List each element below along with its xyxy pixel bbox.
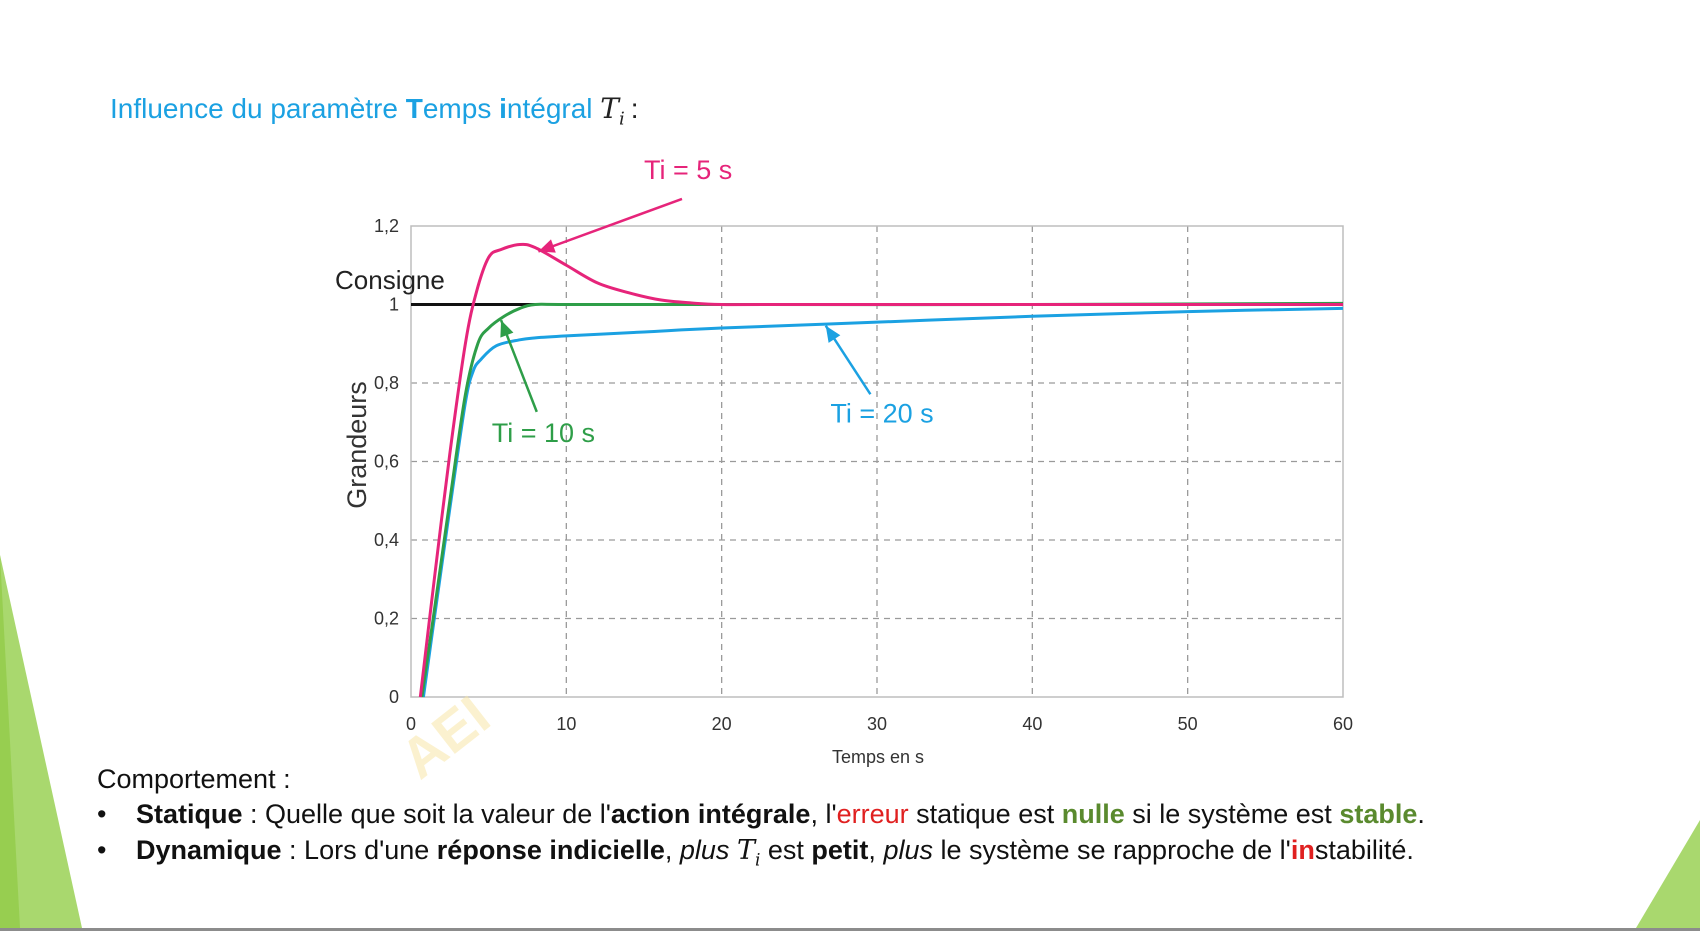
heading-colon: : <box>630 93 639 124</box>
y-tick-label: 1 <box>389 295 399 315</box>
behaviour-title: Comportement : <box>97 764 291 794</box>
left-accent-triangle <box>0 555 82 928</box>
dynamic-math-ti: Ti <box>736 835 760 870</box>
static-text-4: si le système est <box>1124 799 1340 829</box>
dynamic-bullet: • Dynamique : Lors d'une réponse indiciel… <box>97 835 1425 871</box>
consigne-label: Consigne <box>335 265 445 295</box>
series-line-ti-20 <box>421 306 1344 698</box>
dynamic-text-7: stabilité. <box>1314 835 1414 865</box>
bullet-dot: • <box>97 835 107 865</box>
series-line-ti-10 <box>420 301 1344 698</box>
dynamic-label: Dynamique <box>136 835 282 865</box>
dynamic-math-sub: i <box>754 850 761 871</box>
annotation-ti-5-arrow <box>537 197 683 253</box>
y-tick-label: 0,2 <box>374 609 399 629</box>
dynamic-text-2: , <box>664 835 680 865</box>
dynamic-red-1: in <box>1290 835 1315 865</box>
chart-grid <box>411 226 1343 697</box>
annotation-ti-5-label: Ti = 5 s <box>644 155 732 185</box>
heading-text-2: emps <box>422 93 500 124</box>
static-text-5: . <box>1417 799 1425 829</box>
chart-ticks: 0 10 20 30 40 50 60 0 0,2 0,4 0,6 0,8 1 1,2 <box>374 216 1353 734</box>
static-text-2: , l' <box>810 799 837 829</box>
dynamic-italic-2: plus <box>883 835 933 865</box>
y-tick-label: 1,2 <box>374 216 399 236</box>
dynamic-text-3 <box>729 835 737 865</box>
x-tick-label: 40 <box>1022 714 1042 734</box>
slide-bottom-border <box>0 928 1700 931</box>
annotation-ti-20-arrowhead <box>825 325 841 343</box>
dynamic-text-1: : Lors d'une <box>281 835 437 865</box>
chart-annotations: Ti = 5 s Ti = 10 s Ti = 20 s <box>492 155 934 448</box>
annotation-ti-20-label: Ti = 20 s <box>830 398 933 428</box>
static-text-1: : Quelle que soit la valeur de l' <box>242 799 611 829</box>
heading-text-3: ntégral <box>506 93 601 124</box>
y-tick-label: 0,8 <box>374 373 399 393</box>
static-text-3: statique est <box>908 799 1062 829</box>
y-tick-label: 0,6 <box>374 452 399 472</box>
bullet-dot: • <box>97 799 107 829</box>
dynamic-text-4: est <box>760 835 812 865</box>
static-bold-1: action intégrale <box>610 799 811 829</box>
annotation-ti-10-label: Ti = 10 s <box>492 418 595 448</box>
dynamic-text-6: le système se rapproche de l' <box>932 835 1291 865</box>
plot-frame <box>410 225 1344 698</box>
static-red-1: erreur <box>836 799 909 829</box>
y-axis-label: Grandeurs <box>342 381 372 509</box>
dynamic-italic-1: plus <box>679 835 730 865</box>
chart-series <box>411 242 1344 698</box>
x-tick-label: 50 <box>1178 714 1198 734</box>
left-accent-triangle-dark <box>0 555 20 928</box>
heading-text-1: Influence du paramètre <box>110 93 406 124</box>
x-tick-label: 30 <box>867 714 887 734</box>
dynamic-math-var: T <box>736 835 755 866</box>
static-green-1: nulle <box>1061 799 1125 829</box>
x-tick-label: 60 <box>1333 714 1353 734</box>
static-label: Statique <box>136 799 243 829</box>
x-tick-label: 10 <box>556 714 576 734</box>
x-axis-label: Temps en s <box>832 747 924 767</box>
heading-math-var: T <box>600 92 619 125</box>
heading-bold-i: i <box>499 93 507 124</box>
right-accent-triangle <box>1636 820 1700 928</box>
y-tick-label: 0 <box>389 687 399 707</box>
heading-math-ti: Ti <box>600 92 624 130</box>
x-tick-label: 20 <box>712 714 732 734</box>
annotation-ti-10-arrowhead <box>500 320 514 338</box>
heading-bold-t: T <box>405 93 423 124</box>
dynamic-bold-1: réponse indicielle <box>436 835 665 865</box>
y-tick-label: 0,4 <box>374 530 399 550</box>
annotation-ti-10-arrow <box>499 319 538 413</box>
behaviour-section: Comportement : • Statique : Quelle que so… <box>97 764 1425 871</box>
series-line-ti-5 <box>418 242 1343 698</box>
static-green-2: stable <box>1339 799 1418 829</box>
annotation-ti-5-arrowhead <box>538 239 556 253</box>
dynamic-text-5: , <box>868 835 884 865</box>
static-bullet: • Statique : Quelle que soit la valeur de… <box>97 799 1425 835</box>
x-tick-label: 0 <box>406 714 416 734</box>
heading-math-sub: i <box>618 108 625 130</box>
slide-heading: Influence du paramètre Temps intégral Ti… <box>110 92 639 130</box>
dynamic-bold-2: petit <box>811 835 869 865</box>
